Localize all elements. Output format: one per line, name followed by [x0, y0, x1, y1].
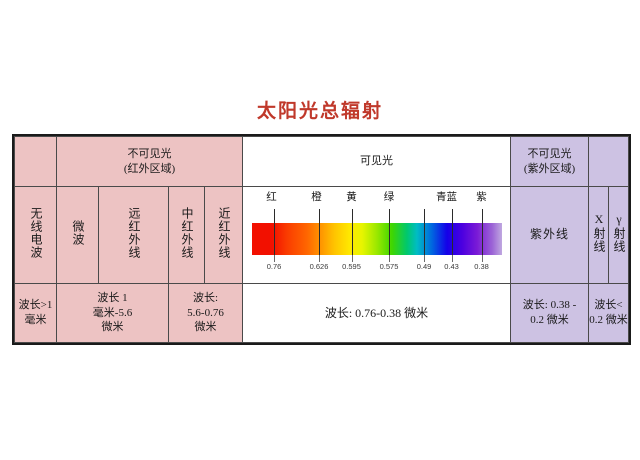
spectrum-tick [351, 209, 353, 223]
band-label-microwave: 微波 [71, 219, 85, 246]
spectrum-tick [319, 209, 321, 223]
spectrum-tick [274, 223, 276, 255]
spectrum-color-label: 橙 [311, 192, 322, 203]
band-label-gamma-ray: γ射线 [612, 212, 627, 254]
spectrum-wavelength-value: 0.76 [266, 262, 282, 271]
header-cell-uv-region: 不可见光 (紫外区域) [510, 136, 590, 187]
band-label-radio: 无线电波 [29, 206, 43, 259]
spectrum-color-label: 黄 [346, 192, 357, 203]
spectrum-color-label: 紫 [476, 192, 487, 203]
spectrum-wavelength-value: 0.575 [379, 262, 399, 271]
spectrum-tick [424, 255, 426, 262]
spectrum-tick [274, 209, 276, 223]
table-band-row: 无线电波 微波 远红外线 中红外线 近红外线 红 橙 黄 绿 青蓝 紫 0.76 [14, 186, 630, 284]
wavelength-cell-xray: 波长< 0.2 微米 [588, 283, 630, 343]
table-wavelength-row: 波长>1 毫米 波长 1 毫米-5.6 微米 波长: 5.6-0.76 微米 波… [14, 283, 630, 343]
band-label-near-infrared: 近红外线 [217, 206, 231, 259]
spectrum-table: 不可见光 (红外区域) 可见光 不可见光 (紫外区域) 无线电波 微波 [11, 134, 632, 345]
header-cell-blank-right [588, 136, 630, 187]
spectrum-wavelength-value: 0.38 [474, 262, 489, 271]
visible-spectrum-cell: 红 橙 黄 绿 青蓝 紫 0.76 0.626 0.595 0.575 0.49 0.43 0.38 [242, 186, 512, 284]
spectrum-tick [451, 223, 453, 255]
spectrum-tick [481, 223, 483, 255]
spectrum-tick [319, 255, 321, 262]
page-title: 太阳光总辐射 [256, 101, 383, 122]
wavelength-cell-infrared: 波长: 5.6-0.76 微米 [167, 283, 244, 343]
spectrum-tick [481, 209, 483, 223]
header-cell-blank-left [14, 136, 57, 187]
title-area: 太阳光总辐射 [0, 96, 640, 234]
spectrum-tick [351, 255, 353, 262]
wavelength-cell-uv: 波长: 0.38 - 0.2 微米 [510, 283, 590, 343]
spectrum-tick [389, 255, 391, 262]
spectrum-tick [451, 255, 453, 262]
band-label-ultraviolet: 紫外线 [530, 227, 570, 242]
band-cell-radio: 无线电波 [14, 186, 57, 284]
spectrum-tick [451, 209, 453, 223]
band-cell-far-infrared: 远红外线 [98, 186, 169, 284]
spectrum-tick [424, 223, 426, 255]
wavelength-cell-microwave: 波长 1 毫米-5.6 微米 [56, 283, 169, 343]
table-header-row: 不可见光 (红外区域) 可见光 不可见光 (紫外区域) [14, 136, 630, 187]
spectrum-tick [319, 223, 321, 255]
spectrum-color-label: 红 [266, 192, 277, 203]
wavelength-cell-radio: 波长>1 毫米 [14, 283, 57, 343]
band-cell-gamma-ray: γ射线 [608, 186, 630, 284]
spectrum-tick [481, 255, 483, 262]
spectrum-wavelength-value: 0.49 [416, 262, 432, 271]
spectrum-tick [351, 223, 353, 255]
spectrum-tick [389, 209, 391, 223]
spectrum-tick [389, 223, 391, 255]
spectrum-ticks-top [252, 209, 502, 223]
spectrum-gradient-bar [251, 223, 502, 255]
header-cell-visible: 可见光 [242, 136, 512, 187]
spectrum-wavelength-value: 0.595 [342, 262, 361, 271]
wavelength-cell-visible: 波长: 0.76-0.38 微米 [242, 283, 512, 343]
spectrum-graphic: 红 橙 黄 绿 青蓝 紫 0.76 0.626 0.595 0.575 0.49 0.43 0.38 [251, 191, 502, 279]
band-cell-near-infrared: 近红外线 [203, 186, 244, 284]
spectrum-tick [274, 255, 276, 262]
band-cell-xray: X射线 [588, 186, 610, 284]
spectrum-wavelength-numbers: 0.76 0.626 0.595 0.575 0.49 0.43 0.38 [252, 262, 502, 278]
band-cell-mid-infrared: 中红外线 [168, 186, 205, 284]
band-cell-ultraviolet: 紫外线 [510, 186, 590, 284]
spectrum-ticks-bottom [252, 255, 502, 263]
band-label-xray: X射线 [592, 212, 607, 254]
spectrum-color-label: 青蓝 [436, 192, 458, 203]
header-cell-infrared-region: 不可见光 (红外区域) [55, 136, 244, 187]
band-label-mid-infrared: 中红外线 [180, 206, 194, 259]
band-label-far-infrared: 远红外线 [127, 206, 141, 259]
spectrum-wavelength-value: 0.43 [444, 262, 459, 271]
spectrum-color-labels: 红 橙 黄 绿 青蓝 紫 [252, 191, 502, 209]
spectrum-tick [424, 209, 426, 223]
band-cell-microwave: 微波 [56, 186, 99, 284]
spectrum-wavelength-value: 0.626 [309, 262, 329, 271]
spectrum-color-label: 绿 [383, 192, 395, 203]
